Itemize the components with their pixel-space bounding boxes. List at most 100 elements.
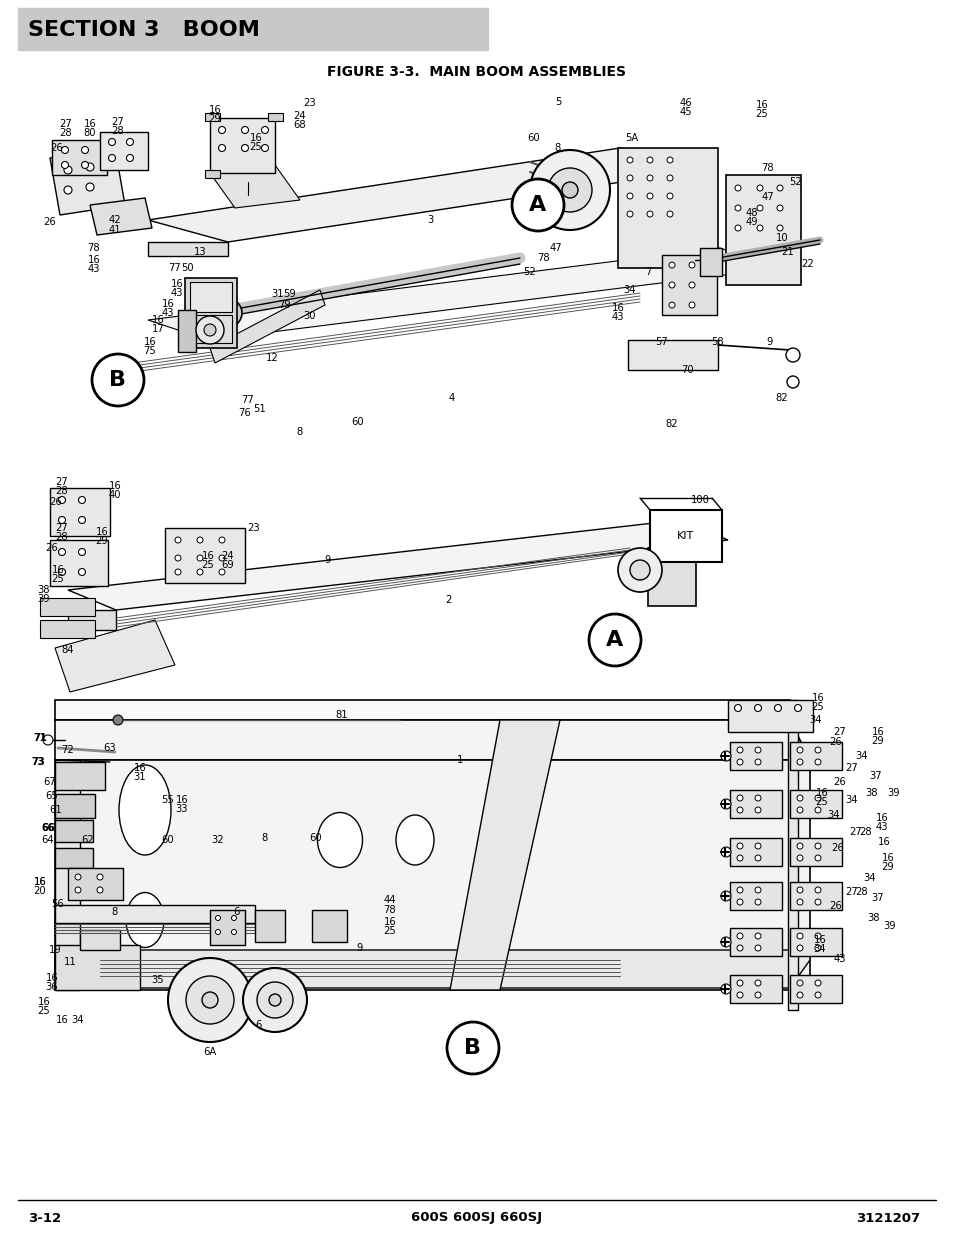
Circle shape [796, 981, 802, 986]
Circle shape [218, 126, 225, 133]
Circle shape [796, 747, 802, 753]
Circle shape [754, 945, 760, 951]
Text: 38: 38 [864, 788, 878, 798]
Text: 41: 41 [109, 225, 121, 235]
Circle shape [796, 992, 802, 998]
Text: 6A: 6A [203, 1047, 216, 1057]
Circle shape [737, 945, 742, 951]
Text: 27: 27 [849, 827, 862, 837]
Text: 40: 40 [109, 490, 121, 500]
Circle shape [97, 874, 103, 881]
Circle shape [174, 537, 181, 543]
Text: 46: 46 [679, 98, 692, 107]
Text: 8: 8 [262, 832, 268, 844]
Bar [661, 254, 717, 315]
Circle shape [757, 185, 762, 191]
Circle shape [666, 175, 672, 182]
Circle shape [737, 806, 742, 813]
Circle shape [737, 887, 742, 893]
Text: 66: 66 [42, 823, 54, 832]
Circle shape [78, 496, 86, 504]
Circle shape [720, 799, 730, 809]
Circle shape [754, 806, 760, 813]
Text: 69: 69 [221, 559, 234, 571]
Circle shape [232, 915, 236, 920]
Circle shape [64, 165, 71, 174]
Circle shape [814, 806, 821, 813]
Circle shape [668, 282, 675, 288]
Circle shape [688, 282, 695, 288]
Text: 12: 12 [265, 353, 278, 363]
Circle shape [58, 516, 66, 524]
Circle shape [666, 193, 672, 199]
Circle shape [814, 945, 821, 951]
Bar [40, 620, 95, 638]
Circle shape [785, 348, 800, 362]
Circle shape [58, 496, 66, 504]
Bar [50, 540, 108, 585]
Text: 16: 16 [250, 133, 262, 143]
Circle shape [754, 760, 760, 764]
Text: 31: 31 [272, 289, 284, 299]
Text: 34: 34 [827, 810, 840, 820]
Polygon shape [148, 248, 780, 340]
Text: 42: 42 [109, 215, 121, 225]
Circle shape [219, 569, 225, 576]
Circle shape [256, 982, 293, 1018]
Circle shape [814, 760, 821, 764]
Circle shape [530, 149, 609, 230]
Text: 43: 43 [833, 953, 845, 965]
Text: 71: 71 [33, 734, 47, 743]
Text: 43: 43 [162, 308, 174, 317]
Text: 72: 72 [62, 745, 74, 755]
Text: 16: 16 [175, 795, 188, 805]
Circle shape [78, 568, 86, 576]
Text: 20: 20 [33, 885, 47, 897]
Circle shape [626, 211, 633, 217]
Text: 27: 27 [112, 117, 124, 127]
Text: 25: 25 [815, 797, 827, 806]
Text: 28: 28 [60, 128, 72, 138]
Text: 34: 34 [809, 715, 821, 725]
Text: 45: 45 [679, 107, 692, 117]
Bar [55, 945, 140, 990]
Bar [55, 905, 254, 923]
Text: 39: 39 [38, 594, 51, 604]
Text: 10: 10 [775, 233, 787, 243]
Circle shape [720, 984, 730, 994]
Circle shape [796, 899, 802, 905]
Circle shape [61, 147, 69, 153]
Text: 29: 29 [209, 114, 221, 124]
Circle shape [241, 126, 248, 133]
Text: 79: 79 [278, 300, 291, 310]
Circle shape [213, 299, 242, 327]
Text: 6: 6 [254, 1020, 261, 1030]
Text: 16: 16 [84, 119, 96, 128]
Text: 60: 60 [161, 835, 174, 845]
Circle shape [754, 887, 760, 893]
Circle shape [688, 262, 695, 268]
Bar [789, 790, 841, 818]
Circle shape [814, 887, 821, 893]
Text: 34: 34 [845, 795, 858, 805]
Text: 26: 26 [829, 902, 841, 911]
Text: 73: 73 [31, 757, 44, 767]
Circle shape [757, 225, 762, 231]
Circle shape [215, 915, 220, 920]
Text: 38: 38 [38, 585, 51, 595]
Text: A: A [529, 195, 546, 215]
Circle shape [218, 144, 225, 152]
Polygon shape [68, 610, 116, 630]
Text: 78: 78 [88, 243, 100, 253]
Bar [729, 927, 781, 956]
Text: 26: 26 [46, 543, 58, 553]
Text: 70: 70 [681, 366, 694, 375]
Text: 26: 26 [833, 777, 845, 787]
Text: 9: 9 [356, 944, 363, 953]
Circle shape [776, 205, 782, 211]
Bar [727, 700, 812, 732]
Bar [190, 315, 232, 343]
Bar [789, 882, 841, 910]
Circle shape [720, 890, 730, 902]
Circle shape [776, 185, 782, 191]
